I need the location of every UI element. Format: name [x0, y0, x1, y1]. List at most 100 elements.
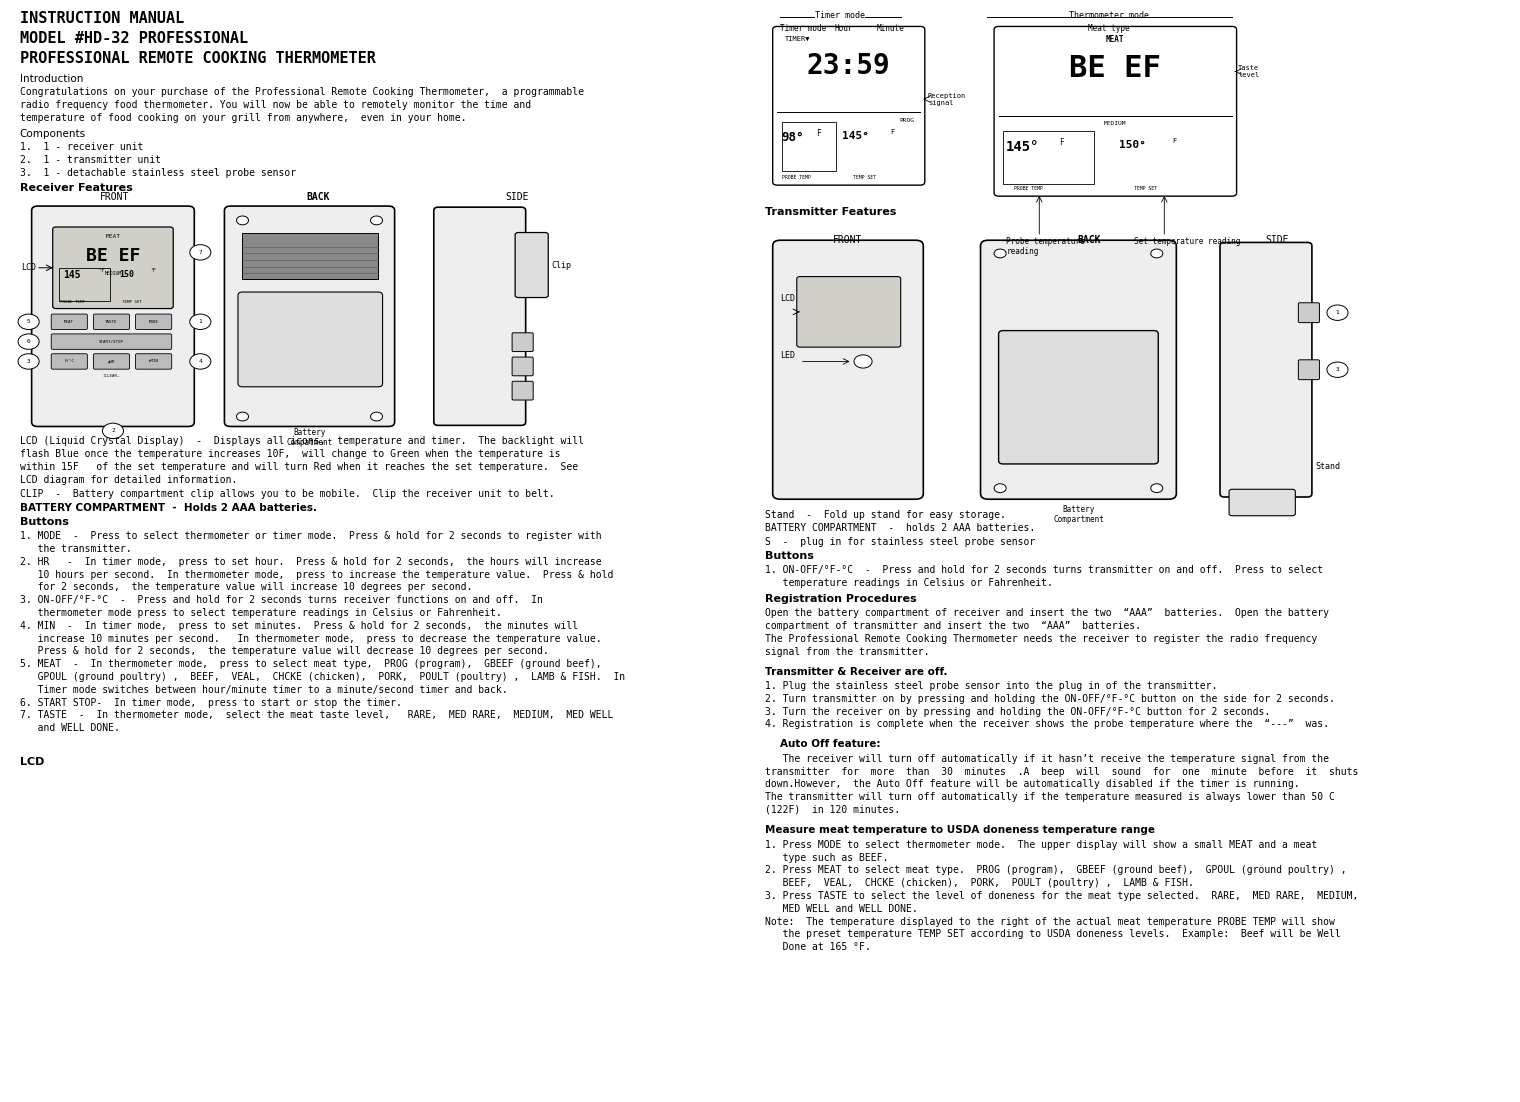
Circle shape — [190, 314, 211, 329]
Text: Buttons: Buttons — [20, 517, 68, 527]
Text: 1. Press MODE to select thermometer mode.  The upper display will show a small M: 1. Press MODE to select thermometer mode… — [765, 840, 1359, 952]
Text: Transmitter Features: Transmitter Features — [765, 207, 897, 217]
Text: Registration Procedures: Registration Procedures — [765, 594, 917, 604]
Text: CLIP  -  Battery compartment clip allows you to be mobile.  Clip the receiver un: CLIP - Battery compartment clip allows y… — [20, 489, 555, 499]
Text: Receiver Features: Receiver Features — [20, 183, 132, 193]
Text: MEAT: MEAT — [1107, 35, 1125, 44]
FancyBboxPatch shape — [772, 240, 923, 499]
Text: 1. Plug the stainless steel probe sensor into the plug in of the transmitter.
2.: 1. Plug the stainless steel probe sensor… — [765, 681, 1335, 730]
Circle shape — [1151, 484, 1163, 493]
Text: ☽CLEAR—: ☽CLEAR— — [103, 374, 120, 378]
Text: F: F — [1059, 138, 1064, 147]
FancyBboxPatch shape — [980, 240, 1176, 499]
FancyBboxPatch shape — [772, 26, 924, 185]
FancyBboxPatch shape — [994, 26, 1237, 196]
Text: PROG: PROG — [900, 118, 914, 123]
Text: FRONT: FRONT — [833, 235, 863, 245]
FancyBboxPatch shape — [433, 207, 526, 425]
Circle shape — [237, 216, 249, 225]
Text: Probe temperature
reading: Probe temperature reading — [1006, 237, 1085, 257]
FancyBboxPatch shape — [52, 354, 87, 369]
Text: TEMP SET: TEMP SET — [122, 300, 141, 304]
Circle shape — [190, 245, 211, 260]
Text: INSTRUCTION MANUAL: INSTRUCTION MANUAL — [20, 11, 184, 26]
FancyBboxPatch shape — [135, 314, 172, 329]
Text: Battery
Compatment: Battery Compatment — [286, 428, 333, 447]
Text: Set temperature reading: Set temperature reading — [1134, 237, 1240, 246]
Circle shape — [190, 354, 211, 369]
FancyBboxPatch shape — [1221, 242, 1312, 497]
Bar — [243, 233, 378, 279]
FancyBboxPatch shape — [93, 314, 129, 329]
FancyBboxPatch shape — [999, 331, 1158, 464]
FancyBboxPatch shape — [53, 227, 173, 309]
FancyBboxPatch shape — [796, 277, 901, 347]
Text: Reception
signal: Reception signal — [927, 93, 967, 106]
FancyBboxPatch shape — [512, 381, 534, 400]
Text: Transmitter & Receiver are off.: Transmitter & Receiver are off. — [765, 667, 947, 677]
Text: 3: 3 — [1336, 367, 1339, 372]
Text: PROBE TEMP: PROBE TEMP — [1014, 185, 1043, 191]
FancyBboxPatch shape — [93, 354, 129, 369]
Text: Timer mode: Timer mode — [815, 11, 865, 20]
Text: SIDE: SIDE — [505, 192, 529, 202]
Text: TEMP SET: TEMP SET — [1134, 185, 1157, 191]
Text: Components: Components — [20, 129, 85, 139]
Text: 145: 145 — [64, 270, 81, 280]
Text: 145°: 145° — [1006, 140, 1040, 154]
Text: 1.  1 - receiver unit
2.  1 - transmitter unit
3.  1 - detachable stainless stee: 1. 1 - receiver unit 2. 1 - transmitter … — [20, 142, 296, 177]
Text: F: F — [816, 129, 821, 138]
Text: SIDE: SIDE — [1266, 235, 1289, 245]
Circle shape — [994, 484, 1006, 493]
Text: BACK: BACK — [1078, 235, 1100, 245]
Text: ►MIN: ►MIN — [149, 359, 158, 364]
Circle shape — [1151, 249, 1163, 258]
Text: 98°: 98° — [781, 131, 804, 144]
Text: BATTERY COMPARTMENT  -  holds 2 AAA batteries.: BATTERY COMPARTMENT - holds 2 AAA batter… — [765, 523, 1035, 533]
FancyBboxPatch shape — [1298, 303, 1319, 323]
Text: F/°C: F/°C — [64, 359, 74, 364]
Circle shape — [102, 423, 123, 439]
Text: Meat type: Meat type — [1088, 24, 1129, 33]
FancyBboxPatch shape — [239, 292, 383, 387]
FancyBboxPatch shape — [52, 334, 172, 349]
Text: 7: 7 — [199, 250, 202, 255]
Circle shape — [237, 412, 249, 421]
Text: 1: 1 — [199, 320, 202, 324]
Text: MEDIUM: MEDIUM — [105, 271, 122, 277]
Text: 23:59: 23:59 — [807, 52, 891, 79]
FancyBboxPatch shape — [1298, 359, 1319, 379]
Text: LCD: LCD — [20, 757, 44, 767]
FancyBboxPatch shape — [515, 233, 549, 298]
Text: 150: 150 — [119, 270, 134, 279]
Text: FRONT: FRONT — [100, 192, 129, 202]
Text: 5: 5 — [27, 320, 30, 324]
Text: 1: 1 — [1336, 310, 1339, 315]
Text: BE EF: BE EF — [85, 247, 140, 264]
Text: Buttons: Buttons — [765, 551, 815, 561]
Circle shape — [994, 249, 1006, 258]
Text: BACK: BACK — [306, 192, 330, 202]
Text: PROFESSIONAL REMOTE COOKING THERMOMETER: PROFESSIONAL REMOTE COOKING THERMOMETER — [20, 51, 375, 66]
Text: Taste
level: Taste level — [1239, 65, 1260, 78]
FancyBboxPatch shape — [1230, 489, 1295, 516]
Text: S  -  plug in for stainless steel probe sensor: S - plug in for stainless steel probe se… — [765, 537, 1035, 547]
Text: LCD: LCD — [780, 294, 795, 303]
Text: MODEL #HD-32 PROFESSIONAL: MODEL #HD-32 PROFESSIONAL — [20, 31, 248, 46]
Text: MEDIUM: MEDIUM — [1104, 121, 1126, 127]
Circle shape — [1327, 361, 1348, 377]
FancyBboxPatch shape — [225, 206, 395, 426]
Text: 1. MODE  -  Press to select thermometer or timer mode.  Press & hold for 2 secon: 1. MODE - Press to select thermometer or… — [20, 531, 625, 733]
Text: 6: 6 — [27, 339, 30, 344]
Text: Measure meat temperature to USDA doneness temperature range: Measure meat temperature to USDA donenes… — [765, 825, 1155, 835]
Text: Auto Off feature:: Auto Off feature: — [780, 739, 880, 749]
Text: TIMER▼: TIMER▼ — [784, 35, 810, 41]
Text: °F: °F — [150, 268, 157, 273]
Text: 145°: 145° — [842, 131, 869, 141]
Text: MEAT: MEAT — [64, 320, 74, 324]
FancyBboxPatch shape — [512, 357, 534, 376]
Text: The receiver will turn off automatically if it hasn’t receive the temperature si: The receiver will turn off automatically… — [765, 754, 1359, 815]
Text: MODE: MODE — [149, 320, 158, 324]
Text: LED: LED — [780, 352, 795, 360]
Text: Hour: Hour — [834, 24, 853, 33]
